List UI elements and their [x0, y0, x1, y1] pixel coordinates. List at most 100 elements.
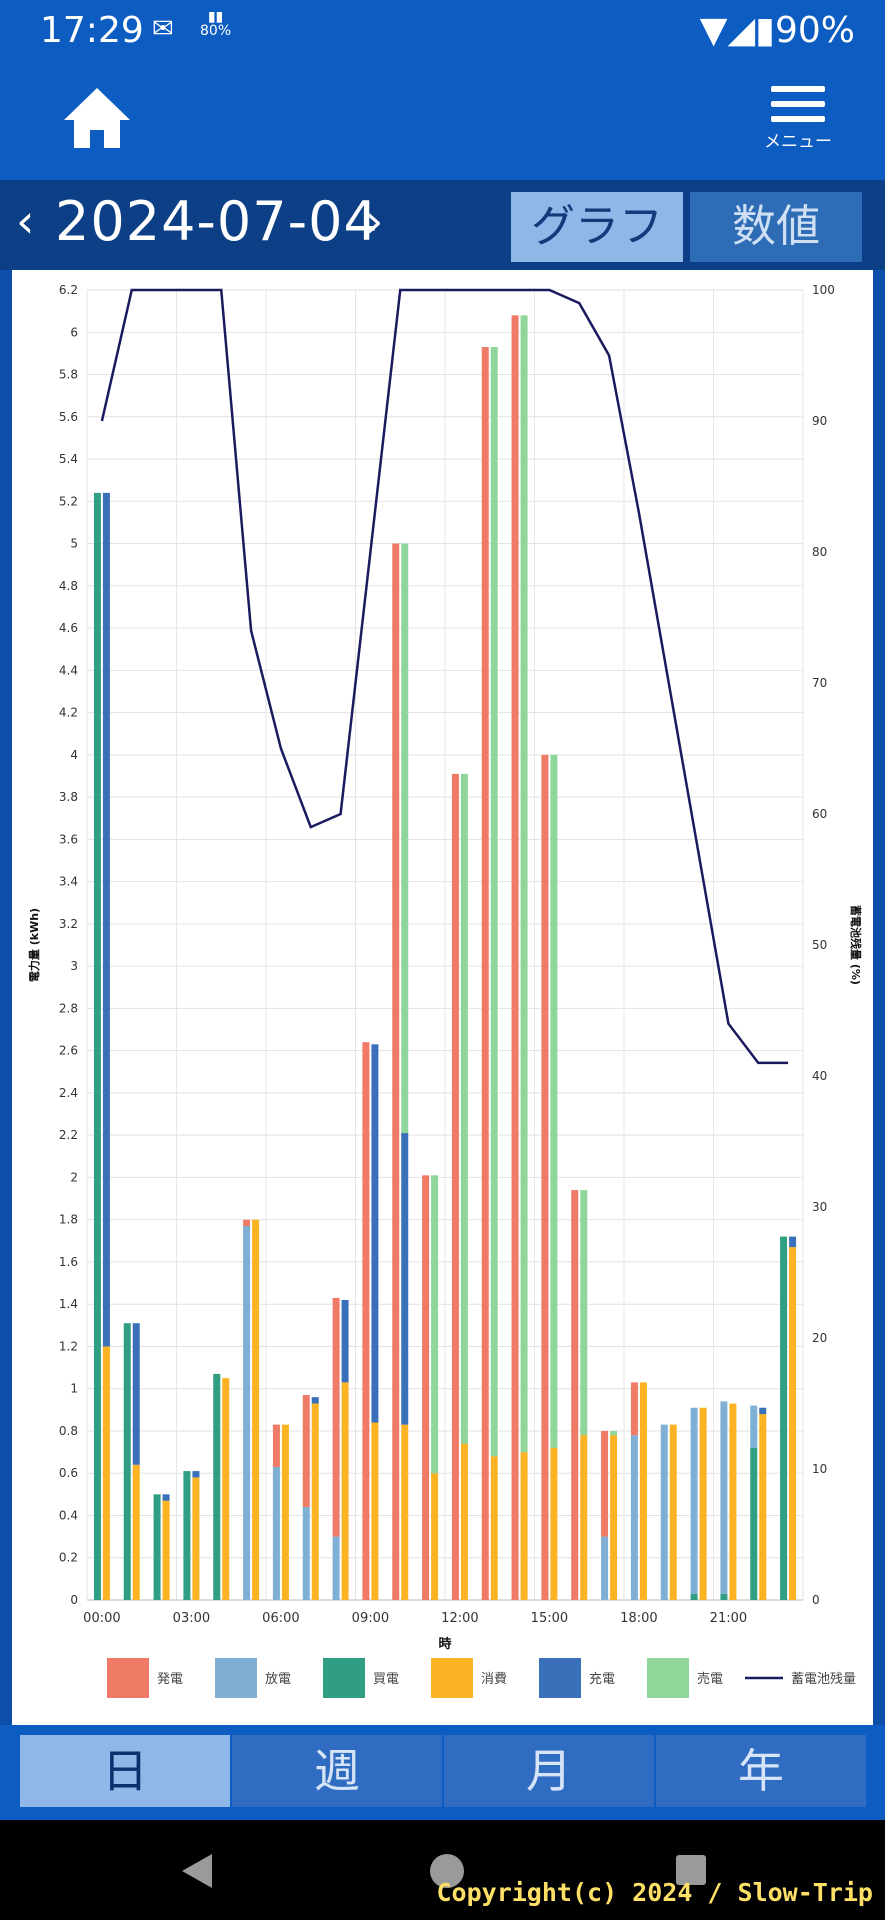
bar-use-売電 [490, 347, 498, 1457]
tab-day[interactable]: 日 [20, 1735, 230, 1807]
y-tick-label: 0.2 [59, 1551, 78, 1565]
bar-use-充電 [759, 1407, 767, 1415]
bar-use-消費 [132, 1464, 140, 1600]
y-tick-label: 4.2 [59, 706, 78, 720]
x-tick-label: 03:00 [173, 1611, 210, 1626]
period-tabs: 日 週 月 年 [0, 1725, 885, 1820]
x-tick-label: 00:00 [83, 1611, 120, 1626]
y2-tick-label: 10 [812, 1462, 827, 1476]
bar-supply-買電 [750, 1447, 758, 1600]
bar-use-消費 [311, 1403, 319, 1600]
bar-use-消費 [162, 1500, 170, 1600]
bar-supply-発電 [601, 1430, 609, 1537]
y-tick-label: 4.4 [59, 663, 78, 677]
bar-supply-放電 [720, 1401, 728, 1594]
bar-supply-放電 [630, 1435, 638, 1600]
next-date-button[interactable]: › [365, 194, 384, 248]
tab-week[interactable]: 週 [232, 1735, 442, 1807]
tab-month[interactable]: 月 [444, 1735, 654, 1807]
bar-use-消費 [371, 1422, 379, 1600]
bar-supply-買電 [93, 492, 101, 1600]
legend-swatch [647, 1658, 689, 1698]
y-tick-label: 2 [70, 1170, 78, 1184]
y-tick-label: 3 [70, 959, 78, 973]
back-icon[interactable] [182, 1854, 212, 1888]
system-nav-bar: Copyright(c) 2024 / Slow-Trip [0, 1820, 885, 1920]
legend-swatch [323, 1658, 365, 1698]
y-tick-label: 5.2 [59, 494, 78, 508]
bar-use-消費 [550, 1447, 558, 1600]
bar-supply-放電 [690, 1407, 698, 1594]
battery-small-text: 80% [200, 23, 232, 39]
legend-label: 買電 [373, 1672, 399, 1687]
bar-supply-発電 [571, 1190, 579, 1600]
bar-supply-放電 [332, 1536, 340, 1600]
prev-date-button[interactable]: ‹ [16, 194, 35, 248]
bar-supply-発電 [362, 1042, 370, 1600]
recents-icon[interactable] [676, 1855, 706, 1885]
bar-supply-発電 [243, 1219, 251, 1227]
bar-use-売電 [520, 315, 528, 1453]
bar-supply-発電 [511, 315, 519, 1600]
x-axis-label: 時 [438, 1636, 451, 1652]
x-tick-label: 15:00 [531, 1611, 568, 1626]
bar-use-売電 [401, 543, 409, 1134]
y-tick-label: 1.6 [59, 1255, 78, 1269]
legend-label: 充電 [589, 1671, 615, 1687]
bar-use-充電 [371, 1044, 379, 1423]
bar-use-充電 [789, 1236, 797, 1248]
battery-saver-icon: ▮▮ 80% [200, 9, 232, 39]
y-tick-label: 4 [70, 748, 78, 762]
bar-use-消費 [789, 1247, 797, 1600]
date-label: 2024-07-04 [55, 190, 379, 253]
x-tick-label: 21:00 [710, 1611, 747, 1626]
bar-use-充電 [311, 1397, 319, 1404]
bar-supply-買電 [183, 1471, 191, 1600]
bar-supply-買電 [720, 1593, 728, 1600]
y-axis-label: 電力量 (kWh) [27, 908, 41, 982]
bar-use-売電 [580, 1190, 588, 1436]
y-tick-label: 5 [70, 537, 78, 551]
tab-values[interactable]: 数値 [690, 192, 862, 262]
hamburger-icon [763, 86, 833, 122]
tab-graph[interactable]: グラフ [511, 192, 683, 262]
bar-use-消費 [490, 1456, 498, 1600]
y-tick-label: 6.2 [59, 283, 78, 297]
bar-use-消費 [341, 1382, 349, 1600]
y2-tick-label: 20 [812, 1331, 827, 1345]
battery-line [100, 288, 789, 1065]
bar-supply-買電 [690, 1593, 698, 1600]
legend-swatch [215, 1658, 257, 1698]
status-bar: 17:29 ✉ ▮▮ 80% ▼◢▮90% [0, 0, 885, 62]
mail-icon: ✉ [152, 14, 174, 44]
x-tick-label: 09:00 [352, 1611, 389, 1626]
bar-use-消費 [669, 1424, 677, 1600]
y2-tick-label: 80 [812, 545, 827, 559]
legend-label: 消費 [481, 1672, 507, 1687]
bar-use-売電 [610, 1430, 618, 1436]
x-tick-label: 18:00 [620, 1611, 657, 1626]
legend-label: 売電 [697, 1671, 723, 1687]
y2-tick-label: 40 [812, 1069, 827, 1083]
y2-tick-label: 90 [812, 414, 827, 428]
bar-use-消費 [699, 1407, 707, 1600]
y-tick-label: 5.8 [59, 368, 78, 382]
bar-use-消費 [431, 1473, 439, 1600]
menu-button[interactable]: メニュー [763, 86, 833, 166]
home-icon[interactable] [62, 84, 132, 154]
status-time: 17:29 [40, 10, 144, 51]
bar-supply-発電 [541, 754, 549, 1600]
bar-supply-発電 [451, 773, 459, 1600]
bar-use-消費 [520, 1452, 528, 1600]
tab-year[interactable]: 年 [656, 1735, 866, 1807]
bar-use-消費 [102, 1346, 110, 1600]
nav-home-icon[interactable] [430, 1854, 464, 1888]
x-tick-label: 12:00 [441, 1611, 478, 1626]
bar-use-売電 [460, 773, 468, 1444]
y-tick-label: 4.6 [59, 621, 78, 635]
y-tick-label: 2.4 [59, 1086, 78, 1100]
legend-label: 放電 [265, 1672, 291, 1687]
bar-supply-発電 [272, 1424, 280, 1467]
legend-label: 発電 [157, 1672, 183, 1687]
bar-supply-放電 [601, 1536, 609, 1600]
